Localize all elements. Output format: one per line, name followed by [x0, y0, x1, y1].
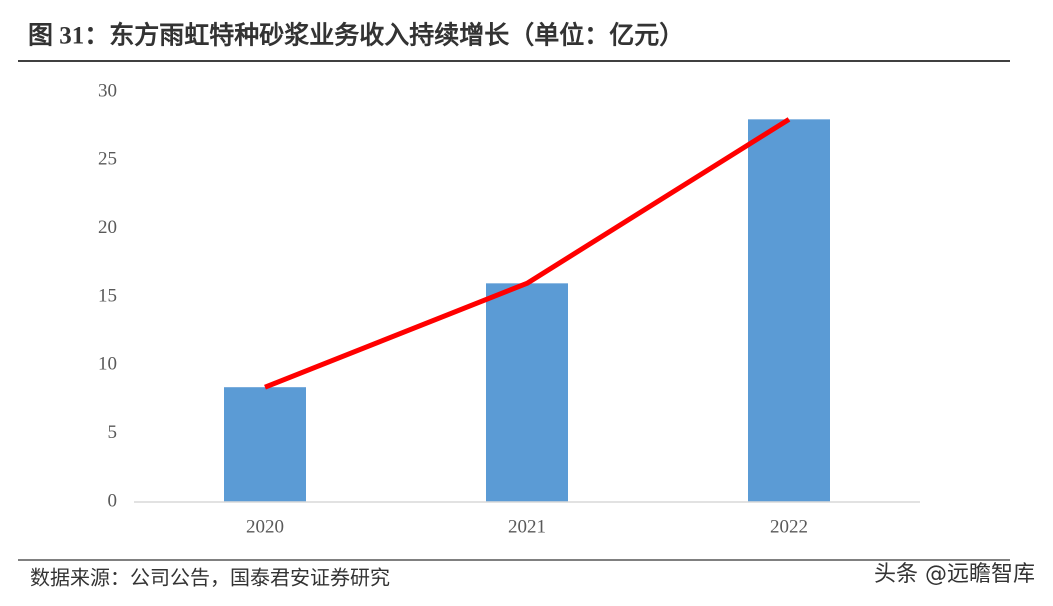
x-tick-label: 2022 [770, 516, 808, 537]
x-tick-label: 2021 [508, 516, 546, 537]
source-note: 数据来源：公司公告，国泰君安证券研究 [30, 567, 390, 590]
line [264, 117, 791, 390]
y-tick-label: 15 [98, 285, 117, 306]
y-tick-label: 0 [108, 490, 118, 511]
y-tick-label: 10 [98, 354, 117, 375]
y-tick-label: 20 [98, 217, 117, 238]
watermark: 头条 @远瞻智库 [874, 562, 1035, 587]
chart-title: 图 31：东方雨虹特种砂浆业务收入持续增长（单位：亿元） [28, 21, 684, 50]
y-tick-label: 25 [98, 149, 117, 170]
y-tick-label: 5 [108, 422, 118, 443]
bar [486, 283, 568, 502]
bar [748, 119, 830, 502]
y-tick-label: 30 [98, 80, 117, 101]
x-tick-label: 2020 [246, 516, 284, 537]
bar [224, 387, 306, 502]
